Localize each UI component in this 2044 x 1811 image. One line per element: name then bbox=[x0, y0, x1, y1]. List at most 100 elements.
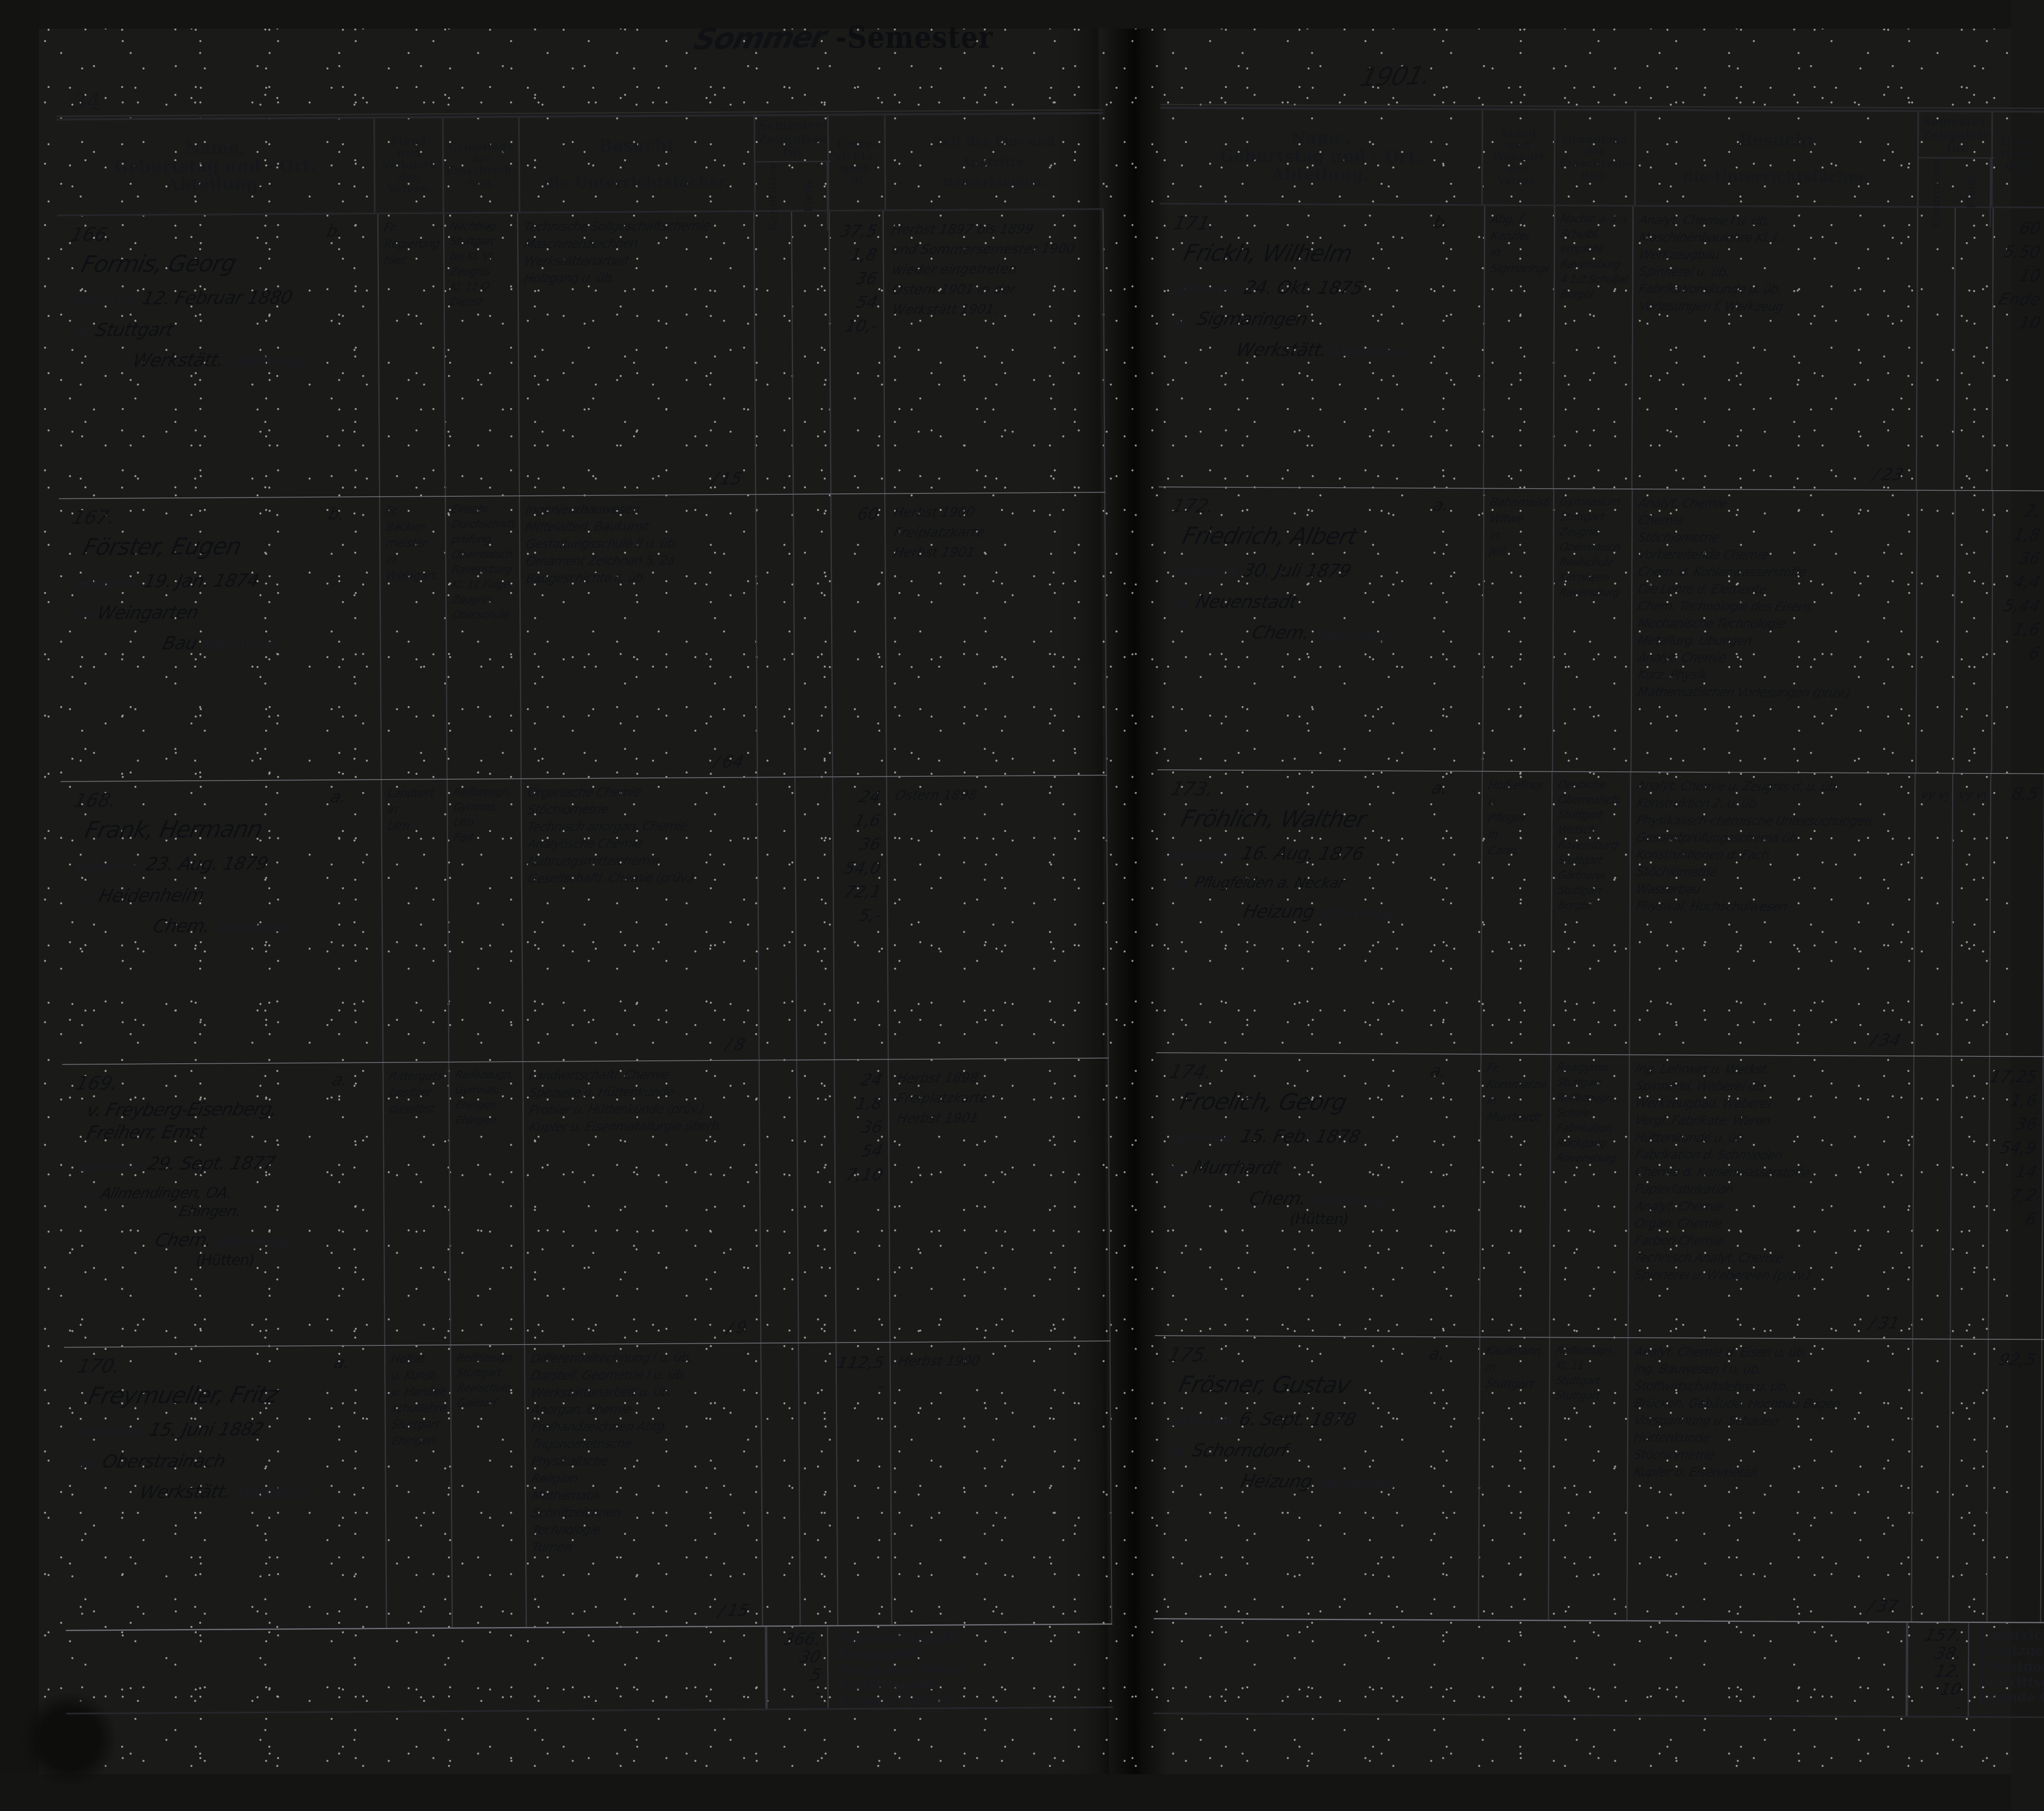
handwritten-line: Ulm bbox=[386, 819, 411, 833]
handwritten-line: Technisch anorgan. Chemie bbox=[526, 819, 689, 834]
fee-amount: 36 bbox=[2013, 1115, 2039, 1134]
handwritten-line: Mathematischen Vorlesungen (prüv.) bbox=[1636, 685, 1852, 700]
right-page: 35 Name, Geburtstag und - Ort. Abteilung… bbox=[1153, 20, 2044, 1766]
handwritten-line: Bahnmeister bbox=[1488, 495, 1551, 509]
label-abteilung: Abteilung. bbox=[214, 919, 293, 935]
handwritten-line: Vorspannung u. Schäden bbox=[1632, 1413, 1780, 1428]
remark-line: Herbst 1897 bis 1899 bbox=[890, 221, 1035, 238]
table-row: 166. b. Formis, Georg geboren 12. Februar 18… bbox=[57, 210, 1105, 499]
label-abteilung: Abteilung. bbox=[201, 636, 280, 652]
abteilung-letter: a. bbox=[329, 787, 349, 807]
cell-unterrichtsgeld: 60 bbox=[831, 494, 888, 777]
abteilung-name: Chem. bbox=[153, 1229, 214, 1251]
abteilung-name: Heizung bbox=[1241, 901, 1317, 922]
cell-subjects-attended: Analyt. Chemie I u. üb. Maschinenbaulehre… bbox=[1632, 206, 1918, 490]
handwritten-line: bis Kl. VI bbox=[449, 250, 493, 263]
remark-line: Herbst 1900 bbox=[897, 1353, 982, 1369]
header-name: Name, Geburtstag und - Ort. Abteilung. bbox=[56, 119, 376, 215]
cell-unterrichtsgeld: 2. 1,8 36 4,4 5,44 1,6 6 bbox=[1992, 491, 2044, 773]
handwritten-line: Analyt. Chemie bbox=[1633, 1199, 1725, 1214]
cell-fleiss-grade bbox=[1954, 208, 1994, 491]
handwritten-line: Fabrikation bbox=[1555, 1122, 1614, 1135]
fee-amount: 1,6 bbox=[2008, 1091, 2039, 1110]
footer-values-left: 366. 30 5- bbox=[766, 1626, 829, 1709]
footer-totals-left: 366. 30 5- Unterrichtsgeld. Ersatzgeld. Priv… bbox=[65, 1623, 1113, 1713]
header-grundlage: Grundlage der Einschreib- ung. bbox=[443, 117, 521, 213]
label-geboren: geboren bbox=[1175, 280, 1237, 297]
handwritten-line: Chem. Technologie des Eisens bbox=[1636, 599, 1814, 614]
abteilung-name: Chem. bbox=[1247, 1188, 1309, 1209]
abteilung-letter: a. bbox=[1427, 1345, 1447, 1364]
footer-total-label: Eintrittsgeld. bbox=[837, 1676, 939, 1693]
handwritten-line: Ravensburg bbox=[1557, 839, 1619, 852]
footer-total-label: Unterrichtsgeld. bbox=[837, 1629, 962, 1646]
table-row: 170. a. Freymueller, Fritz geboren 15. Juni … bbox=[64, 1341, 1112, 1630]
fee-amount: 5,44 bbox=[2001, 596, 2042, 616]
cell-father-trade-residence: Abg. f. Kanzlei in Sigmaringen bbox=[1484, 206, 1555, 489]
handwritten-line: Oberrealsch. bbox=[450, 548, 517, 561]
entry-number: 175. bbox=[1166, 1343, 1214, 1366]
footer-total-label: Ersatzgeld. bbox=[1978, 1642, 2044, 1659]
birth-place: Neuenstadt bbox=[1193, 591, 1299, 613]
handwritten-line: Nahrungsmittelchemie bbox=[527, 853, 662, 869]
label-abteilung: Abteilung. bbox=[1310, 1192, 1389, 1208]
label-geboren: geboren bbox=[75, 574, 137, 591]
handwritten-line: Ehingen bbox=[454, 1099, 497, 1112]
handwritten-line: Physikalische bbox=[530, 1454, 610, 1469]
header-besucht: Besucht die Unterrichtsfächer. bbox=[520, 116, 756, 212]
cell-unterrichtsgeld: 17,25 1,6 36 54,9 14 7,2 6 bbox=[1988, 1057, 2044, 1339]
handwritten-line: Reifezeugn. bbox=[452, 786, 513, 798]
label-abteilung: Abteilung. bbox=[1330, 343, 1410, 360]
abteilung-name: Chem. bbox=[151, 915, 212, 937]
header-unterrichtsgeld: Unter- richts- geld. ℳ bbox=[829, 115, 886, 210]
label-geboren: geboren bbox=[76, 857, 139, 874]
handwritten-line: Organische Chemie bbox=[526, 785, 643, 800]
label-geboren: geboren bbox=[1171, 1129, 1233, 1145]
handwritten-line: u. Handels- bbox=[390, 1385, 448, 1399]
footer-total-value: 5 bbox=[808, 1665, 823, 1685]
handwritten-line: meister bbox=[384, 536, 428, 550]
handwritten-line: Spinnerei u. üb. bbox=[1637, 264, 1731, 280]
handwritten-line: Witwe bbox=[1488, 511, 1525, 526]
cell-fleiss-grade bbox=[1954, 491, 1994, 773]
semester-heading: Sommer -Semester bbox=[691, 10, 993, 56]
handwritten-line: hier. bbox=[383, 253, 409, 267]
handwritten-line: Analyt. Chemie I u. üb. bbox=[1637, 213, 1772, 228]
table-row: 174. a. Froelich, Georg geboren 15. Feb. 187… bbox=[1155, 1053, 2044, 1341]
table-row: 167. b. Förster, Eugen geboren 19. Jan. 1874… bbox=[58, 493, 1107, 782]
handwritten-line: Ornament Zeichnen 5, 2a bbox=[524, 553, 676, 569]
remark-line: wieder eingetreten bbox=[890, 261, 1019, 278]
fee-amount: 36 bbox=[854, 269, 879, 288]
cell-kenntnisse-grade bbox=[1916, 491, 1956, 773]
fee-amount: 7,10 bbox=[844, 1165, 885, 1185]
footer-totals-right: 157. 38. 12. 10- Unterrichtsgeld. Ersatzgeld… bbox=[1153, 1618, 2044, 1717]
fee-amount: 10,- bbox=[843, 316, 880, 336]
handwritten-line: Vorlesungen f. Werkzeug bbox=[1637, 299, 1784, 314]
handwritten-line: Stuttgart bbox=[1559, 511, 1606, 523]
handwritten-line: Hüttenkunde u. üb. bbox=[1634, 1130, 1748, 1145]
handwritten-line: Hüttenkunde bbox=[1632, 1430, 1711, 1446]
cell-subjects-attended: Ing. Lehrwirt u. Werkst. Spinnerei, Weber… bbox=[1628, 1055, 1915, 1339]
birth-place: Murrhardt bbox=[1191, 1157, 1282, 1179]
cell-kenntnisse-grade bbox=[754, 211, 794, 494]
fee-amount: 5,50 bbox=[2001, 242, 2043, 262]
handwritten-line: Fr. bbox=[384, 503, 400, 517]
footer-total-value: - bbox=[813, 1683, 823, 1703]
handwritten-line: Schule bbox=[1555, 1107, 1592, 1119]
handwritten-line: Kl. 11 Q bbox=[449, 280, 491, 293]
header-unterrichtsgeld: Unter- richts- geld. ℳ bbox=[1992, 112, 2044, 207]
footer-total-label: Eintrittsgeld. bbox=[1978, 1673, 2044, 1690]
handwritten-line: Spinnerei, Weberei üb. bbox=[1634, 1079, 1768, 1094]
abteilung-name: Heizung bbox=[1239, 1471, 1314, 1492]
handwritten-line: Brücken, Gebäude, Hochbau Bögen bbox=[1632, 1396, 1842, 1412]
grade-value: vy vy bbox=[1920, 787, 1950, 802]
subject-count: 23 bbox=[1871, 465, 1905, 484]
fee-amount: 24 bbox=[857, 787, 883, 807]
photo-edge-top bbox=[0, 0, 2044, 29]
cell-name-birth-abteilung: 171. b. Frickh, Wilhelm geboren 24. Okt. 187… bbox=[1159, 204, 1486, 488]
table-row: 172. a. Friedrich, Albert geboren 30. Juli 1… bbox=[1157, 487, 2044, 775]
remark-line: Herbst 1901 bbox=[892, 544, 977, 560]
handwritten-line: schullehrer bbox=[390, 1401, 448, 1415]
birth-date: 23. Aug. 1879 bbox=[143, 853, 270, 875]
cell-father-trade-residence: Ritterguts-besitzer daselbst bbox=[383, 1062, 451, 1345]
